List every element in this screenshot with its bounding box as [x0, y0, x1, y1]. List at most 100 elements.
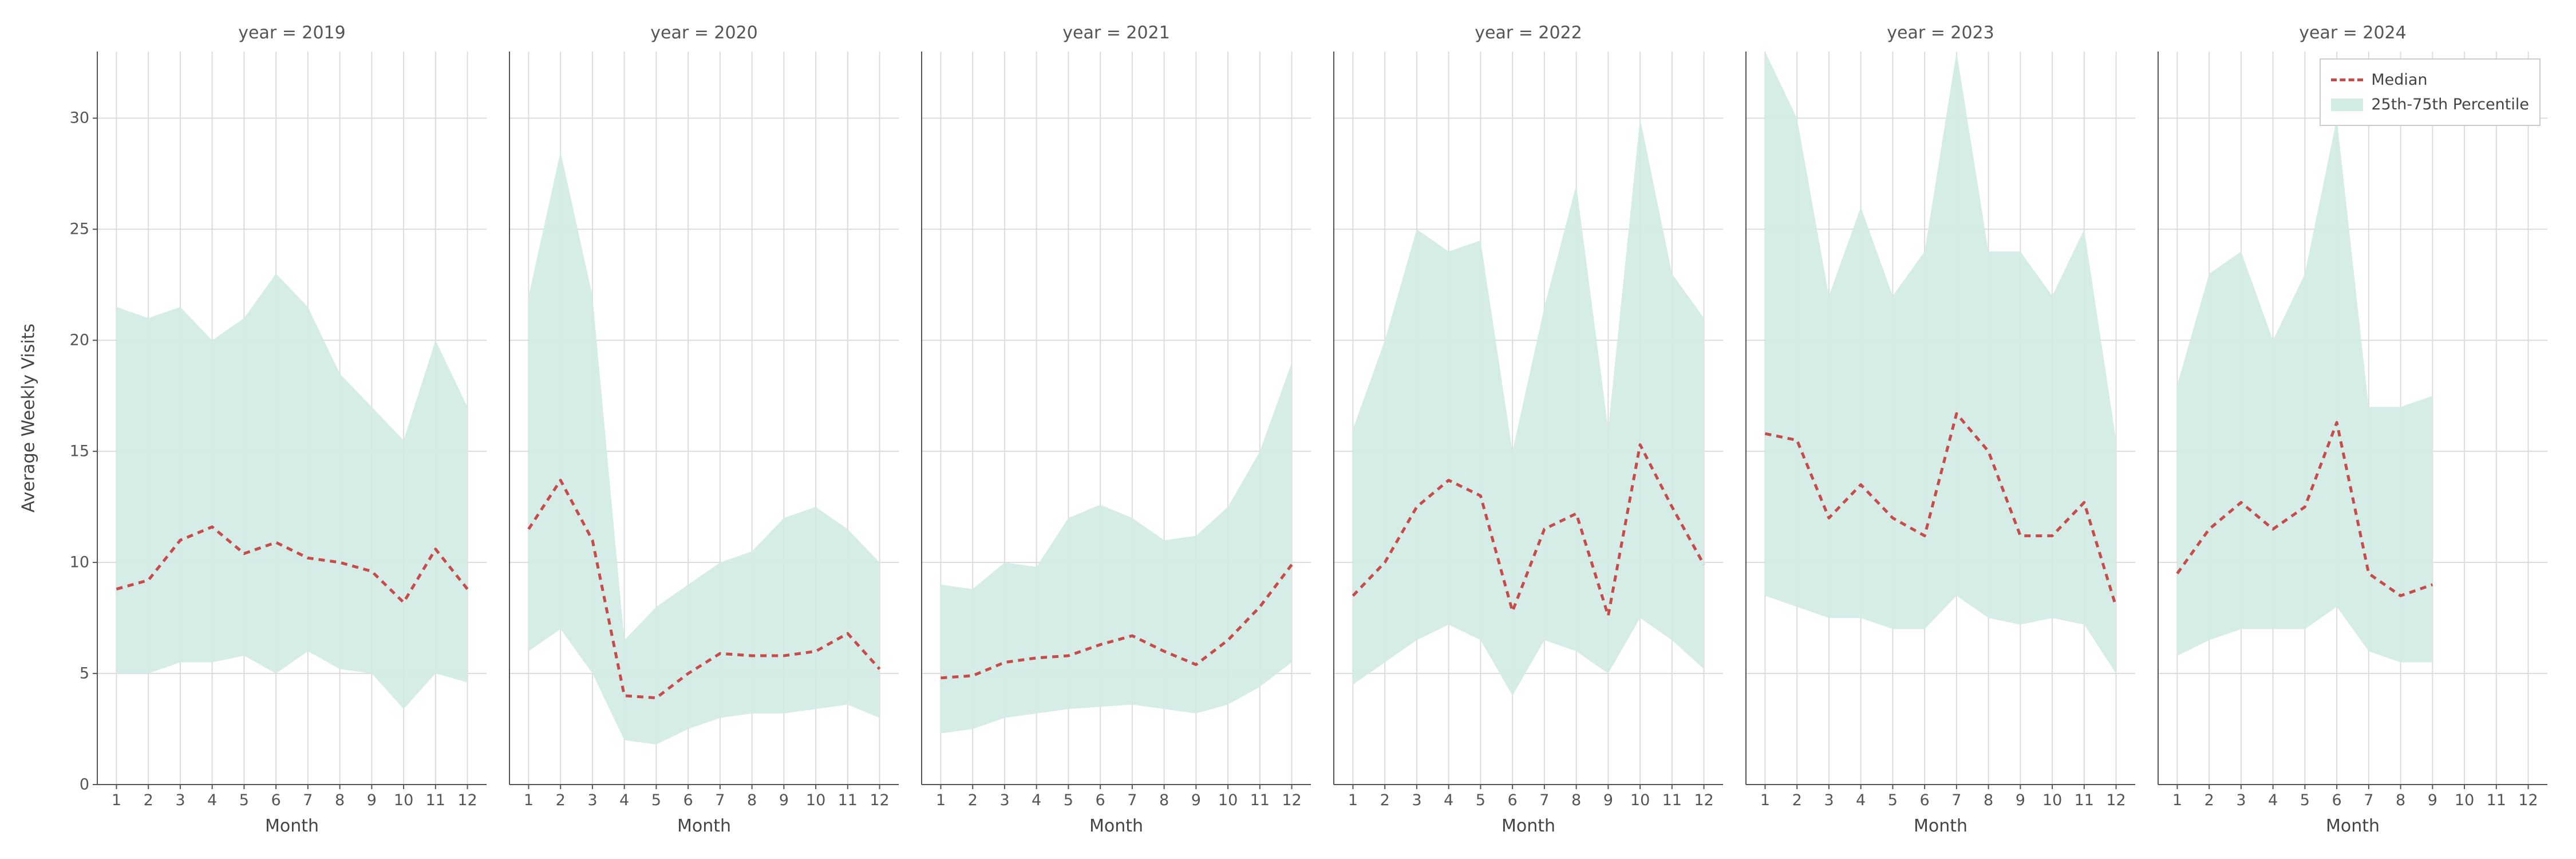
panel-title: year = 2021 — [922, 23, 1311, 43]
panel-3: year = 2022123456789101112Month — [1334, 52, 1723, 785]
x-tick-label: 3 — [2236, 791, 2246, 809]
x-axis-label: Month — [265, 816, 319, 836]
x-tick-label: 10 — [1218, 791, 1238, 809]
x-tick-label: 7 — [1127, 791, 1137, 809]
panel-title: year = 2020 — [509, 23, 899, 43]
legend-swatch-fill — [2331, 98, 2363, 111]
x-tick-label: 3 — [175, 791, 185, 809]
x-tick-label: 7 — [303, 791, 313, 809]
x-tick-label: 2 — [144, 791, 153, 809]
x-axis-label: Month — [1502, 816, 1555, 836]
x-tick-label: 9 — [1191, 791, 1201, 809]
legend-item: Median — [2331, 68, 2529, 92]
legend-item: 25th-75th Percentile — [2331, 92, 2529, 117]
x-tick-label: 6 — [1920, 791, 1930, 809]
panel-4: year = 2023123456789101112Month — [1746, 52, 2135, 785]
x-tick-label: 3 — [587, 791, 597, 809]
x-tick-label: 2 — [2204, 791, 2214, 809]
percentile-band — [528, 152, 879, 745]
panel-plot — [509, 52, 899, 785]
x-tick-label: 2 — [556, 791, 566, 809]
y-tick-label: 25 — [70, 220, 89, 238]
panel-plot — [1334, 52, 1723, 785]
x-tick-label: 2 — [1380, 791, 1390, 809]
x-tick-label: 9 — [2016, 791, 2025, 809]
x-tick-label: 12 — [870, 791, 889, 809]
x-tick-label: 3 — [1824, 791, 1834, 809]
x-tick-label: 7 — [1539, 791, 1549, 809]
x-tick-label: 1 — [1348, 791, 1358, 809]
percentile-band — [1765, 52, 2116, 673]
x-tick-label: 11 — [2487, 791, 2506, 809]
x-tick-label: 8 — [2396, 791, 2405, 809]
x-tick-label: 7 — [1951, 791, 1961, 809]
x-tick-label: 10 — [1630, 791, 1650, 809]
percentile-band — [1353, 118, 1704, 695]
x-tick-label: 12 — [1282, 791, 1301, 809]
x-tick-label: 4 — [2268, 791, 2278, 809]
x-tick-label: 5 — [1888, 791, 1898, 809]
x-tick-label: 5 — [2300, 791, 2310, 809]
x-tick-label: 11 — [2075, 791, 2094, 809]
percentile-band — [116, 274, 467, 709]
x-tick-label: 4 — [1856, 791, 1866, 809]
x-tick-label: 2 — [968, 791, 978, 809]
x-tick-label: 6 — [2332, 791, 2342, 809]
panel-5: year = 2024123456789101112Month — [2158, 52, 2547, 785]
x-tick-label: 1 — [524, 791, 534, 809]
y-tick-label: 0 — [80, 776, 89, 794]
panel-plot — [922, 52, 1311, 785]
x-axis-label: Month — [1089, 816, 1143, 836]
figure: year = 2019123456789101112Month051015202… — [0, 0, 2576, 859]
x-tick-label: 12 — [457, 791, 477, 809]
x-tick-label: 3 — [999, 791, 1009, 809]
x-tick-label: 5 — [651, 791, 661, 809]
legend-label: Median — [2371, 68, 2427, 92]
x-tick-label: 9 — [2428, 791, 2437, 809]
x-tick-label: 4 — [207, 791, 217, 809]
x-tick-label: 7 — [715, 791, 725, 809]
percentile-band — [941, 362, 1291, 734]
x-tick-label: 9 — [1603, 791, 1613, 809]
panel-title: year = 2019 — [97, 23, 487, 43]
y-tick-label: 20 — [70, 332, 89, 349]
x-tick-label: 9 — [367, 791, 377, 809]
panel-plot — [1746, 52, 2135, 785]
x-axis-label: Month — [2326, 816, 2380, 836]
y-tick-label: 15 — [70, 443, 89, 460]
x-axis-label: Month — [1914, 816, 1967, 836]
x-tick-label: 8 — [1159, 791, 1169, 809]
x-tick-label: 10 — [394, 791, 413, 809]
legend-label: 25th-75th Percentile — [2371, 92, 2529, 117]
x-tick-label: 7 — [2364, 791, 2373, 809]
x-tick-label: 6 — [271, 791, 281, 809]
y-tick-label: 10 — [70, 554, 89, 572]
x-tick-label: 1 — [936, 791, 946, 809]
panel-plot — [2158, 52, 2547, 785]
y-tick-label: 30 — [70, 109, 89, 127]
x-tick-label: 4 — [619, 791, 629, 809]
x-tick-label: 5 — [239, 791, 249, 809]
x-tick-label: 11 — [838, 791, 858, 809]
x-tick-label: 12 — [2106, 791, 2125, 809]
x-tick-label: 10 — [806, 791, 825, 809]
x-tick-label: 5 — [1064, 791, 1073, 809]
y-tick-label: 5 — [80, 665, 89, 683]
legend-swatch-line — [2331, 78, 2363, 81]
x-tick-label: 2 — [1792, 791, 1802, 809]
x-tick-label: 6 — [683, 791, 693, 809]
x-tick-label: 4 — [1444, 791, 1453, 809]
x-tick-label: 1 — [1760, 791, 1770, 809]
panel-title: year = 2022 — [1334, 23, 1723, 43]
x-tick-label: 11 — [1250, 791, 1270, 809]
panel-2: year = 2021123456789101112Month — [922, 52, 1311, 785]
x-tick-label: 1 — [112, 791, 121, 809]
panel-plot — [97, 52, 487, 785]
x-tick-label: 12 — [1694, 791, 1713, 809]
x-tick-label: 10 — [2455, 791, 2474, 809]
x-tick-label: 6 — [1096, 791, 1105, 809]
x-tick-label: 8 — [1571, 791, 1581, 809]
x-tick-label: 12 — [2518, 791, 2538, 809]
x-tick-label: 10 — [2042, 791, 2062, 809]
panel-title: year = 2023 — [1746, 23, 2135, 43]
